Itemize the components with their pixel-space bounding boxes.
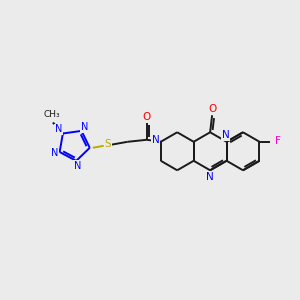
Text: N: N [81, 122, 88, 132]
Text: O: O [142, 112, 151, 122]
Text: N: N [152, 135, 160, 145]
Text: N: N [206, 172, 214, 182]
Text: N: N [222, 130, 230, 140]
Text: N: N [51, 148, 58, 158]
Text: S: S [104, 139, 111, 149]
Text: F: F [274, 136, 280, 146]
Text: CH₃: CH₃ [44, 110, 60, 119]
Text: N: N [74, 161, 81, 171]
Text: O: O [208, 104, 216, 114]
Text: N: N [55, 124, 63, 134]
